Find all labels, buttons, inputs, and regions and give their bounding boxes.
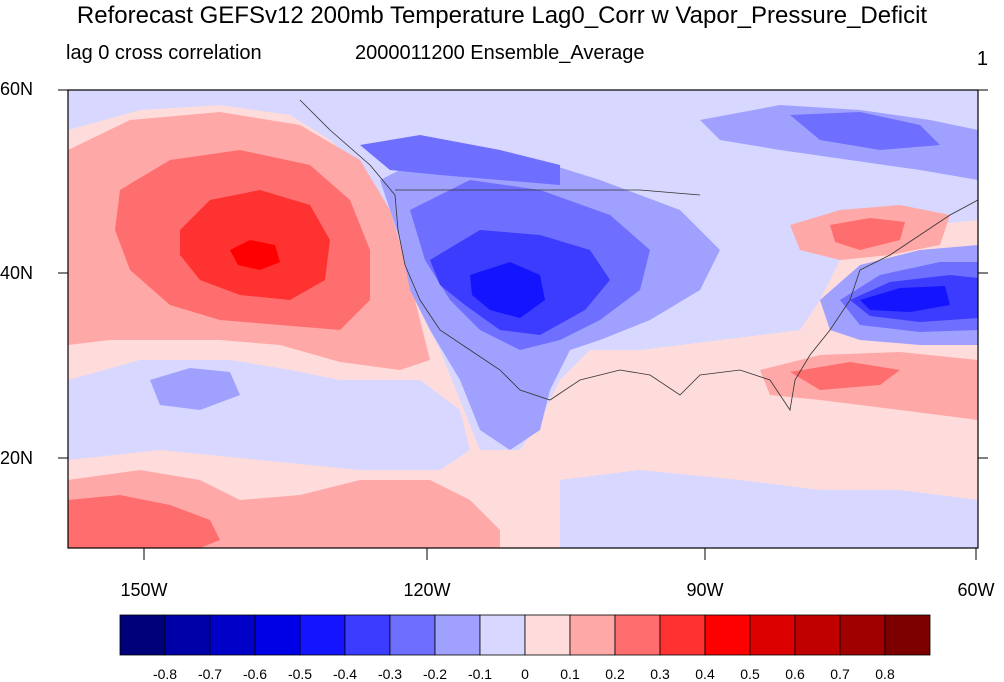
field-canada-neg2 (790, 112, 940, 150)
field-pacific-neg1 (150, 368, 240, 410)
lon-label-90w: 90W (686, 580, 724, 600)
colorbar-swatch (839, 614, 886, 656)
subtitle-right: 1 (976, 48, 988, 70)
colorbar-swatch (254, 614, 301, 656)
colorbar-swatch (344, 614, 391, 656)
colorbar-swatch (209, 614, 256, 656)
colorbar-swatch (704, 614, 751, 656)
colorbar-swatch (569, 614, 616, 656)
colorbar-tick-label: -0.6 (242, 666, 268, 682)
colorbar (119, 614, 931, 656)
colorbar-swatch (614, 614, 661, 656)
colorbar-tick-label: -0.5 (287, 666, 313, 682)
axis-ticks (58, 89, 988, 560)
colorbar-tick-label: 0.4 (695, 666, 715, 682)
lon-label-60w: 60W (957, 580, 995, 600)
colorbar-swatch (479, 614, 526, 656)
field-north-neg2 (360, 135, 560, 185)
colorbar-swatch (659, 614, 706, 656)
field-pacific-pos4 (230, 240, 280, 270)
colorbar-swatch (299, 614, 346, 656)
colorbar-tick-label: 0.5 (740, 666, 760, 682)
colorbar-tick-label: -0.4 (332, 666, 358, 682)
colorbar-tick-label: 0.1 (560, 666, 580, 682)
colorbar-swatch (119, 614, 166, 656)
field-west-neg4 (470, 262, 545, 318)
state-border-canada (395, 189, 701, 196)
field-northeast-pos2 (830, 218, 905, 250)
field-south-neutral-neg (560, 470, 978, 548)
colorbar-tick-label: 0.7 (830, 666, 850, 682)
colorbar-tick-label: 0.2 (605, 666, 625, 682)
colorbar-tick-label: -0.3 (377, 666, 403, 682)
colorbar-tick-label: -0.7 (197, 666, 223, 682)
colorbar-swatch (434, 614, 481, 656)
correlation-field (68, 90, 978, 548)
colorbar-swatch (749, 614, 796, 656)
colorbar-tick-label: -0.2 (422, 666, 448, 682)
colorbar-tick-label: -0.8 (152, 666, 178, 682)
subtitle-center: 2000011200 Ensemble_Average (355, 42, 645, 64)
colorbar-swatch (389, 614, 436, 656)
colorbar-tick-label: 0.6 (785, 666, 805, 682)
field-gulf-pos2 (790, 362, 900, 390)
field-south-pos2 (68, 495, 220, 548)
colorbar-swatch (524, 614, 571, 656)
coastline-north-america (299, 99, 978, 412)
colorbar-tick-label: 0.3 (650, 666, 670, 682)
lat-label-40n: 40N (0, 263, 34, 283)
field-atlantic-neg4 (860, 286, 950, 312)
coastlines (299, 99, 978, 412)
lon-label-120w: 120W (403, 580, 451, 600)
colorbar-swatch (164, 614, 211, 656)
lon-label-150w: 150W (120, 580, 168, 600)
colorbar-swatch (794, 614, 841, 656)
lat-label-60n: 60N (0, 79, 34, 99)
colorbar-tick-label: -0.1 (467, 666, 493, 682)
colorbar-swatch (884, 614, 931, 656)
lat-label-20n: 20N (0, 448, 34, 468)
map-title: Reforecast GEFSv12 200mb Temperature Lag… (76, 2, 928, 29)
map-frame (67, 89, 979, 549)
subtitle-left: lag 0 cross correlation (66, 42, 262, 64)
colorbar-tick-label: 0.8 (875, 666, 895, 682)
colorbar-tick-label: 0 (521, 666, 529, 682)
